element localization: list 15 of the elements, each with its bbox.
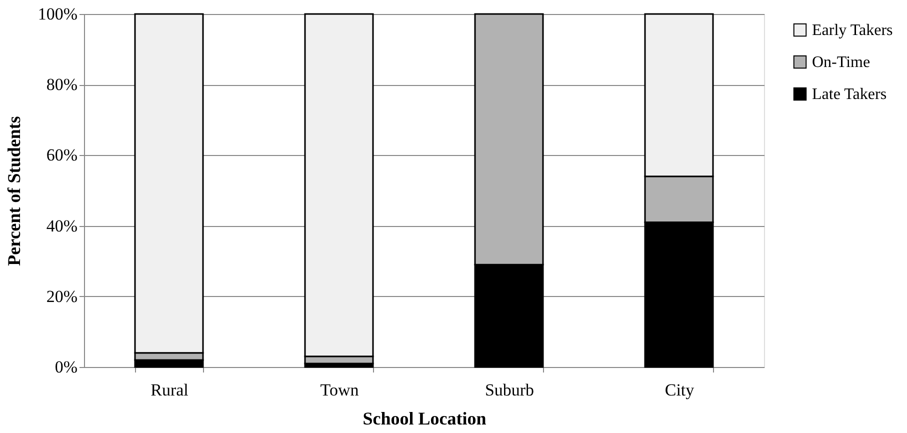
y-tick-label: 20% xyxy=(46,286,78,306)
y-tick-label: 0% xyxy=(54,358,78,376)
y-tick-label: 80% xyxy=(46,75,78,94)
x-tick-label: Rural xyxy=(150,380,189,400)
legend-label: Early Takers xyxy=(812,22,893,39)
legend-label: On-Time xyxy=(812,54,870,71)
legend-label: Late Takers xyxy=(812,86,887,103)
y-tick-label: 40% xyxy=(46,216,78,236)
x-tick-label: Suburb xyxy=(484,380,534,400)
y-tick-label: 60% xyxy=(46,146,78,165)
x-axis-title: School Location xyxy=(362,408,486,428)
x-tick-label: Town xyxy=(320,380,360,400)
y-axis-title: Percent of Students xyxy=(4,116,24,266)
x-tick-label: City xyxy=(664,380,695,400)
y-tick-label: 100% xyxy=(38,4,78,24)
